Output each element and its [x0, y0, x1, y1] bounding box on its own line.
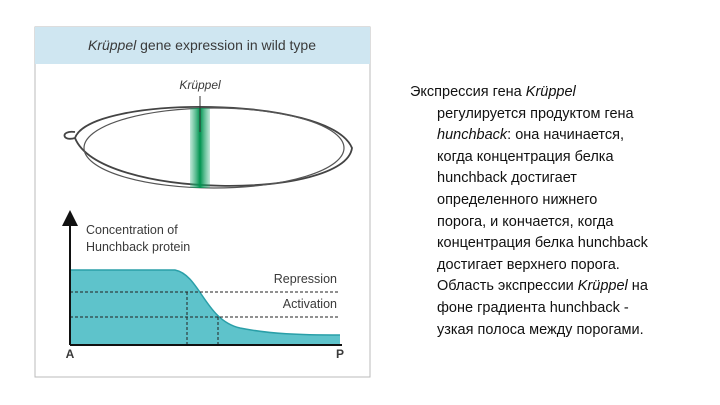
text-segment: на: [627, 278, 648, 295]
text-line: концентрация белка hunchback: [410, 233, 648, 255]
axis-start: A: [66, 347, 75, 361]
text-line: когда концентрация белка: [410, 147, 648, 169]
text-line: порога, и кончается, когда: [410, 212, 648, 234]
text-segment: hunchback: [437, 127, 508, 144]
kruppel-band: [190, 108, 210, 188]
text-segment: узкая полоса между порогами.: [437, 321, 644, 338]
text-line: достигает верхнего порога.: [410, 255, 648, 277]
text-segment: Krüppel: [525, 84, 576, 100]
figure: Krüppel gene expression in wild type Krü…: [34, 26, 371, 378]
y-axis-label: Concentration of: [86, 223, 178, 237]
title-part: Krüppel: [88, 37, 137, 53]
y-axis-label: Hunchback protein: [86, 240, 190, 254]
text-line: hunchback: она начинается,: [410, 125, 648, 147]
threshold-label: Activation: [283, 297, 337, 311]
gradient-curve: [70, 269, 341, 336]
title-part: gene expression in wild type: [136, 37, 316, 53]
text-segment: Экспрессия гена: [410, 84, 526, 100]
text-segment: когда концентрация белка: [437, 148, 614, 165]
text-segment: Область экспрессии: [437, 278, 578, 295]
text-segment: концентрация белка hunchback: [437, 235, 648, 252]
text-segment: порога, и кончается, когда: [437, 213, 614, 230]
embryo-inner: [83, 107, 345, 189]
threshold-label: Repression: [274, 272, 337, 286]
text-line: hunchback достигает: [410, 168, 648, 190]
text-segment: достигает верхнего порога.: [437, 256, 620, 273]
text-line: узкая полоса между порогами.: [410, 320, 648, 342]
figure-title: Krüppel gene expression in wild type: [88, 37, 316, 53]
figure-header: [35, 27, 370, 64]
text-line: определенного нижнего: [410, 190, 648, 212]
text-segment: определенного нижнего: [437, 191, 598, 208]
gene-label: Krüppel: [179, 78, 221, 92]
gradient-area: [70, 270, 340, 345]
axis-end: P: [336, 347, 344, 361]
text-line: Область экспрессии Krüppel на: [410, 276, 648, 298]
embryo-outer: [63, 106, 353, 187]
text-segment: регулируется продуктом гена: [437, 105, 634, 122]
text-line: регулируется продуктом гена: [410, 104, 648, 126]
text-line: Экспрессия гена Krüppel: [410, 82, 648, 104]
text-segment: фоне градиента hunchback -: [437, 299, 629, 316]
text-segment: : она начинается,: [507, 127, 625, 144]
text-segment: Krüppel: [577, 278, 628, 295]
text-segment: hunchback достигает: [437, 170, 577, 187]
text-line: фоне градиента hunchback -: [410, 298, 648, 320]
paragraph: Экспрессия гена Krüppel регулируется прод…: [410, 82, 648, 341]
